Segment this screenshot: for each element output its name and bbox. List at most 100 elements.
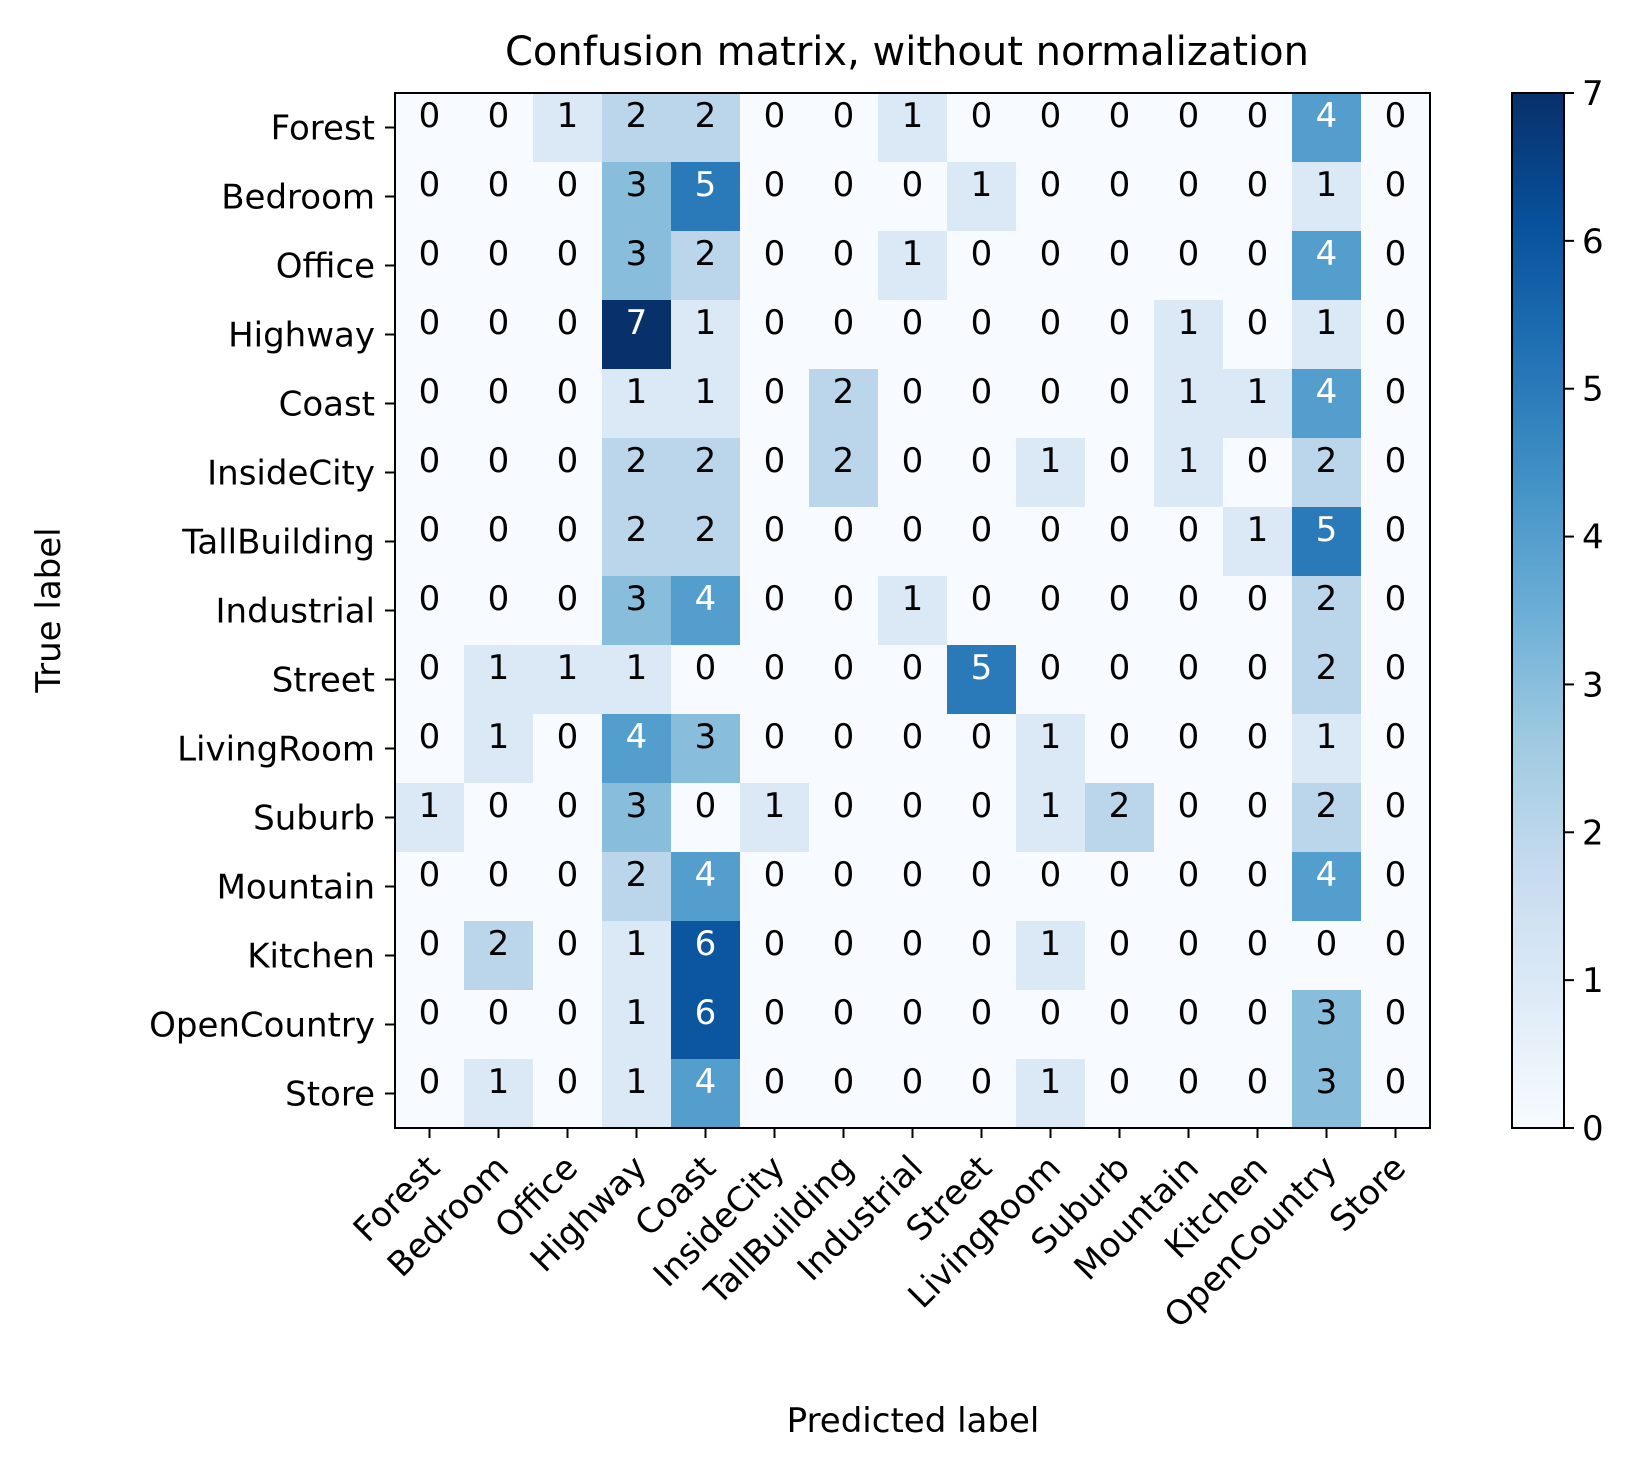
cell-value-label: 0 — [1178, 993, 1200, 1033]
cell-value-label: 2 — [1316, 648, 1338, 688]
y-tick-label: Mountain — [217, 868, 375, 908]
heatmap-cell — [602, 231, 672, 301]
cell-value-label: 4 — [626, 717, 648, 757]
cell-value-label: 0 — [1178, 1062, 1200, 1102]
cell-value-label: 2 — [626, 96, 648, 136]
heatmap-cell — [395, 507, 465, 577]
heatmap-cell — [947, 369, 1017, 439]
heatmap-cell — [1292, 438, 1362, 508]
heatmap-cell — [1154, 369, 1224, 439]
cell-value-label: 0 — [1385, 924, 1407, 964]
cell-value-label: 0 — [971, 234, 993, 274]
heatmap-cell — [878, 921, 948, 991]
heatmap-cell — [1361, 852, 1431, 922]
cell-value-label: 0 — [1109, 165, 1131, 205]
cell-value-label: 0 — [1040, 96, 1062, 136]
heatmap-cell — [464, 990, 534, 1060]
heatmap-cell — [1085, 990, 1155, 1060]
y-tick-label: Store — [285, 1075, 375, 1115]
heatmap-cell — [1361, 1059, 1431, 1129]
heatmap-cell — [602, 93, 672, 163]
heatmap-cell — [395, 576, 465, 646]
heatmap-cell — [809, 507, 879, 577]
cell-value-label: 0 — [1040, 303, 1062, 343]
cell-value-label: 0 — [419, 717, 441, 757]
heatmap-cell — [464, 1059, 534, 1129]
heatmap-cell — [878, 852, 948, 922]
heatmap-cell — [533, 990, 603, 1060]
cell-value-label: 2 — [833, 372, 855, 412]
cell-value-label: 2 — [833, 441, 855, 481]
cell-value-label: 0 — [1109, 855, 1131, 895]
cell-value-label: 1 — [902, 96, 924, 136]
cell-value-label: 0 — [1109, 648, 1131, 688]
heatmap-cell — [947, 783, 1017, 853]
heatmap-cell — [671, 231, 741, 301]
cell-value-label: 0 — [833, 234, 855, 274]
heatmap-cell — [740, 714, 810, 784]
heatmap-cell — [1016, 507, 1086, 577]
heatmap-cell — [1085, 93, 1155, 163]
heatmap-cell — [533, 162, 603, 232]
heatmap-cell — [1154, 714, 1224, 784]
cell-value-label: 2 — [1316, 786, 1338, 826]
heatmap-cell — [878, 438, 948, 508]
colorbar-tick-label: 0 — [1582, 1109, 1604, 1149]
cell-value-label: 0 — [557, 924, 579, 964]
heatmap-cell — [1361, 162, 1431, 232]
heatmap-cell — [1361, 714, 1431, 784]
heatmap-cell — [464, 369, 534, 439]
heatmap-cell — [1223, 300, 1293, 370]
colorbar-tick-label: 5 — [1582, 370, 1604, 410]
heatmap-cell — [1361, 921, 1431, 991]
y-axis-label: True label — [29, 527, 69, 693]
heatmap-cell — [1292, 645, 1362, 715]
cell-value-label: 7 — [626, 303, 648, 343]
cell-value-label: 1 — [1316, 717, 1338, 757]
y-tick-label: Office — [276, 247, 375, 287]
colorbar — [1511, 92, 1565, 1129]
heatmap-cell — [809, 714, 879, 784]
cell-value-label: 0 — [1178, 786, 1200, 826]
heatmap-cell — [1016, 162, 1086, 232]
cell-value-label: 1 — [971, 165, 993, 205]
cell-value-label: 2 — [695, 234, 717, 274]
cell-value-label: 0 — [902, 717, 924, 757]
heatmap-cell — [1154, 852, 1224, 922]
cell-value-label: 0 — [419, 855, 441, 895]
cell-value-label: 0 — [488, 96, 510, 136]
cell-value-label: 1 — [626, 372, 648, 412]
heatmap-cell — [464, 300, 534, 370]
cell-value-label: 3 — [695, 717, 717, 757]
cell-value-label: 0 — [902, 924, 924, 964]
y-axis-ticks: Forest Bedroom Office Highway Coast InsideCit… — [149, 109, 395, 1115]
cell-value-label: 0 — [1109, 441, 1131, 481]
cell-value-label: 0 — [488, 303, 510, 343]
heatmap-cell — [1223, 231, 1293, 301]
cell-value-label: 0 — [1385, 234, 1407, 274]
heatmap-cell — [1016, 1059, 1086, 1129]
cell-value-label: 0 — [971, 510, 993, 550]
heatmap-cell — [1292, 162, 1362, 232]
cell-value-label: 0 — [557, 993, 579, 1033]
y-tick-label: OpenCountry — [149, 1006, 375, 1046]
heatmap-cell — [464, 438, 534, 508]
heatmap-cell — [464, 507, 534, 577]
heatmap-cell — [602, 162, 672, 232]
heatmap-cell — [1292, 852, 1362, 922]
cell-value-label: 0 — [971, 855, 993, 895]
cell-value-label: 0 — [557, 303, 579, 343]
cell-value-label: 0 — [971, 441, 993, 481]
cell-value-label: 0 — [833, 717, 855, 757]
cell-value-label: 0 — [557, 165, 579, 205]
cell-value-label: 4 — [1316, 855, 1338, 895]
heatmap-cell — [395, 783, 465, 853]
cell-value-label: 0 — [764, 441, 786, 481]
cell-value-label: 0 — [971, 579, 993, 619]
heatmap-cell — [1361, 576, 1431, 646]
heatmap-cell — [809, 162, 879, 232]
chart-title: Confusion matrix, without normalization — [505, 29, 1309, 75]
cell-value-label: 0 — [1178, 510, 1200, 550]
heatmap-cell — [602, 369, 672, 439]
cell-value-label: 0 — [764, 165, 786, 205]
